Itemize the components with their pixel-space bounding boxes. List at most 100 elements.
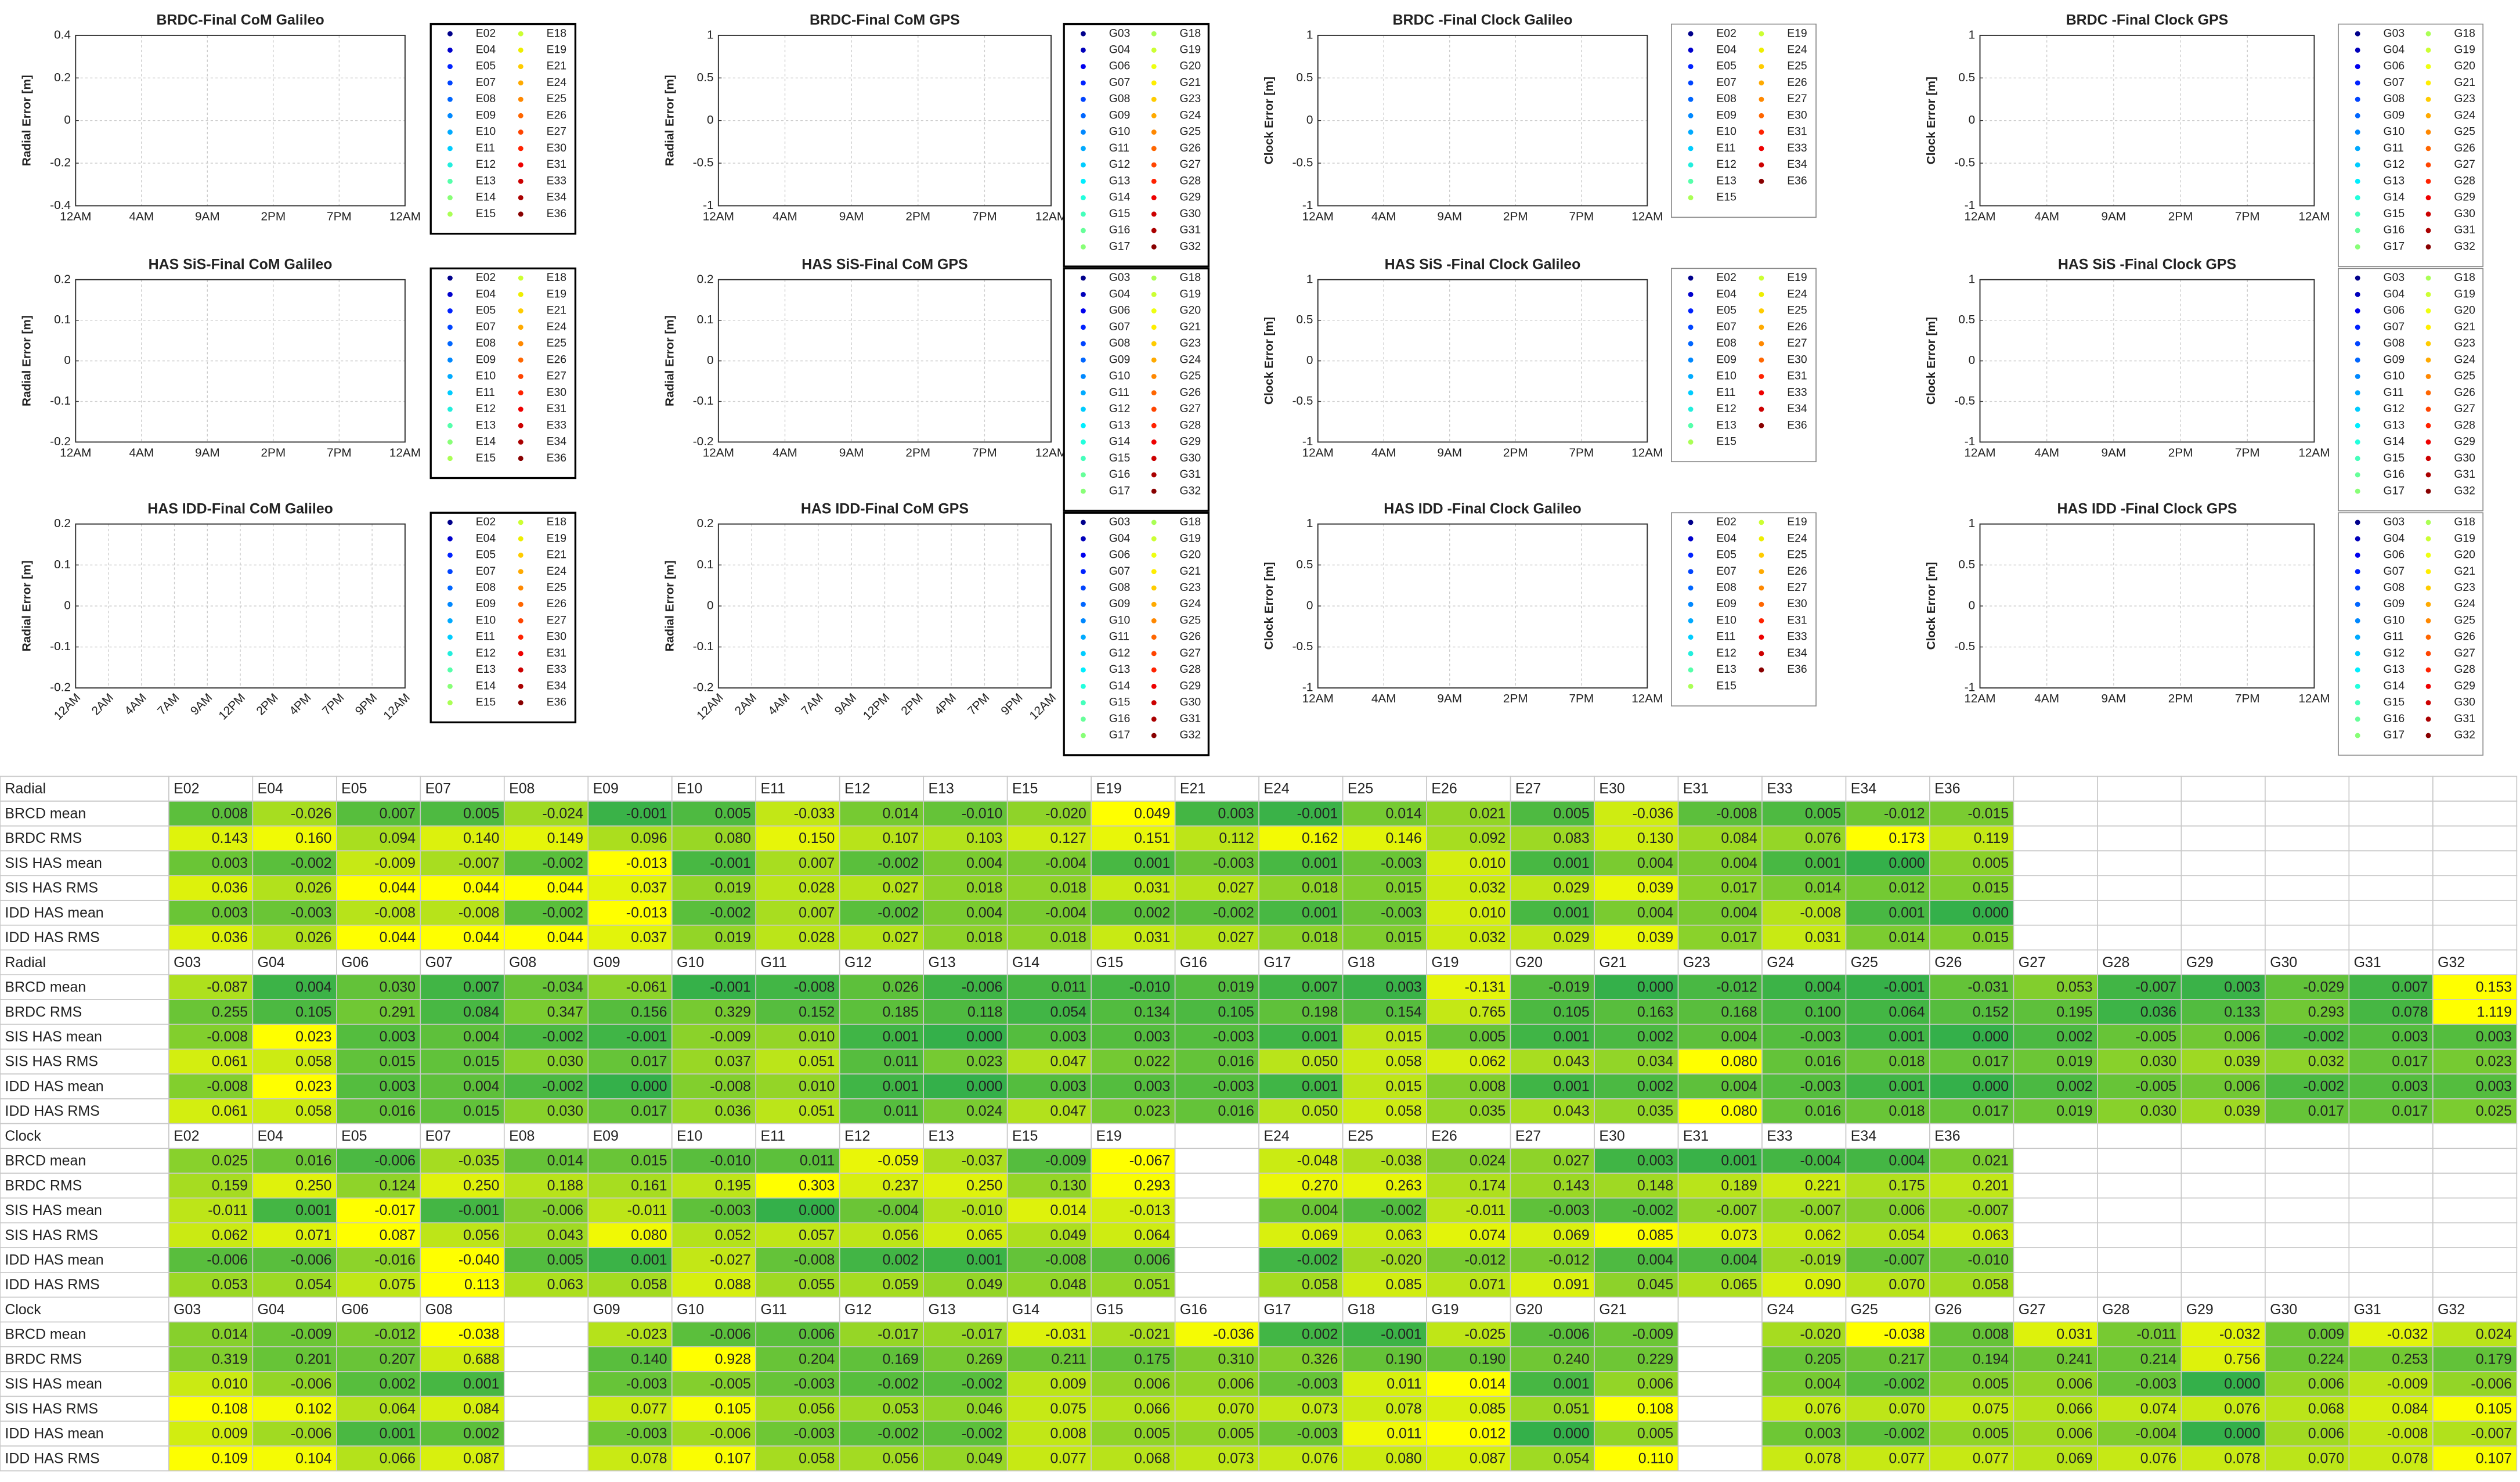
legend-marker — [1759, 634, 1764, 640]
column-header: E19 — [1096, 1128, 1121, 1144]
cell-value: 0.928 — [715, 1351, 751, 1367]
legend-marker — [2425, 651, 2431, 657]
cell-value: -0.013 — [1129, 1202, 1171, 1218]
cell — [1174, 949, 1259, 976]
cell-value: 0.049 — [1050, 1227, 1086, 1243]
legend-marker — [518, 178, 524, 184]
cell-heat — [1426, 850, 1511, 877]
cell-heat — [1426, 900, 1511, 926]
legend-marker — [1759, 308, 1764, 313]
cell — [2265, 924, 2350, 951]
cell — [2097, 850, 2182, 877]
legend-box — [1063, 267, 1210, 512]
cell-value: 0.065 — [966, 1227, 1002, 1243]
cell-value: 0.054 — [295, 1277, 331, 1293]
cell-value: 0.052 — [715, 1227, 751, 1243]
cell — [2432, 1272, 2518, 1298]
cell-value: 0.075 — [380, 1277, 416, 1293]
cell-heat — [1761, 1346, 1847, 1372]
cell-value: -0.001 — [1297, 805, 1338, 821]
cell-value: -0.002 — [962, 1426, 1003, 1442]
cell-value: 0.253 — [2392, 1351, 2428, 1367]
legend-marker — [1688, 195, 1694, 201]
legend-label: G14 — [1109, 435, 1131, 448]
cell-value: 0.002 — [2056, 1078, 2092, 1094]
legend-label: E13 — [476, 419, 496, 431]
cell-value: -0.009 — [710, 1029, 751, 1045]
cell-heat — [839, 801, 925, 827]
cell-heat — [587, 1247, 673, 1273]
legend-label: E34 — [547, 191, 567, 204]
y-tick-label: 0 — [1969, 113, 1976, 127]
cell-value: 0.070 — [2308, 1450, 2344, 1466]
cell-heat — [1929, 900, 2014, 926]
legend-label: G15 — [2384, 696, 2405, 709]
cell-value: 0.011 — [883, 1054, 918, 1070]
cell-value: -0.002 — [878, 1426, 919, 1442]
cell-heat — [1510, 1023, 1595, 1050]
y-tick-label: -1 — [1965, 435, 1975, 448]
x-tick-label: 2PM — [2168, 446, 2193, 459]
cell-value: -0.003 — [794, 1426, 835, 1442]
cell-value: -0.007 — [1884, 1252, 1925, 1268]
cell-value: -0.010 — [962, 805, 1003, 821]
legend-label: E13 — [476, 174, 496, 187]
cell-value: -0.020 — [1381, 1252, 1422, 1268]
cell-heat — [1594, 1023, 1679, 1050]
cell-heat — [2013, 1346, 2098, 1372]
cell-value: 0.224 — [2308, 1351, 2344, 1367]
cell-value: 0.017 — [1973, 1054, 2009, 1070]
legend-label: G19 — [1180, 287, 1201, 300]
cell-value: 0.000 — [1889, 855, 1925, 871]
cell-value: 0.103 — [966, 830, 1002, 846]
cell — [1929, 1296, 2014, 1323]
cell-heat — [1426, 924, 1511, 951]
legend-label: E05 — [476, 304, 496, 317]
column-header: G21 — [1599, 954, 1626, 971]
legend-label: G18 — [1180, 271, 1201, 284]
legend-label: G11 — [2384, 630, 2404, 643]
legend-marker — [1688, 520, 1694, 525]
cell-heat — [1426, 1098, 1511, 1124]
legend-label: G11 — [2384, 386, 2404, 399]
x-tick-label: 12AM — [1631, 692, 1663, 705]
cell-value: 0.073 — [1721, 1227, 1757, 1243]
legend-label: G30 — [2454, 696, 2475, 709]
x-tick-label: 9AM — [2102, 210, 2127, 223]
cell — [0, 776, 169, 802]
cell-heat — [1258, 924, 1344, 951]
legend-label: E21 — [547, 304, 566, 317]
cell-heat — [1594, 999, 1679, 1025]
legend-marker — [1688, 291, 1694, 297]
cell-value: 0.057 — [799, 1227, 835, 1243]
column-header: G20 — [1515, 954, 1543, 971]
legend-marker — [2425, 618, 2431, 623]
legend-label: E05 — [1716, 304, 1736, 317]
x-tick-label: 9AM — [839, 210, 864, 223]
legend-marker — [1080, 374, 1086, 379]
legend-label: E02 — [1716, 271, 1736, 284]
cell-heat — [1677, 999, 1763, 1025]
column-header: G03 — [174, 1301, 201, 1318]
legend-label: E07 — [1716, 565, 1736, 578]
legend-marker — [1151, 667, 1157, 673]
legend-marker — [2425, 80, 2431, 86]
cell — [2013, 875, 2098, 901]
cell — [2180, 801, 2266, 827]
cell — [2432, 1148, 2518, 1174]
x-tick-label: 7PM — [972, 210, 997, 223]
legend-marker — [518, 552, 524, 558]
cell — [1677, 1396, 1763, 1422]
legend-marker — [1080, 716, 1086, 722]
cell-value: 0.083 — [1553, 830, 1589, 846]
legend-box — [429, 511, 577, 724]
legend-label: G04 — [1109, 287, 1131, 300]
cell — [2348, 1197, 2434, 1224]
legend-label: G04 — [1109, 532, 1131, 545]
cell-heat — [168, 1272, 254, 1298]
legend-marker — [1080, 536, 1086, 542]
cell-value: 0.004 — [1637, 904, 1673, 921]
legend-label: G07 — [2384, 565, 2405, 578]
cell-value: -0.004 — [878, 1202, 919, 1218]
cell — [2013, 850, 2098, 877]
